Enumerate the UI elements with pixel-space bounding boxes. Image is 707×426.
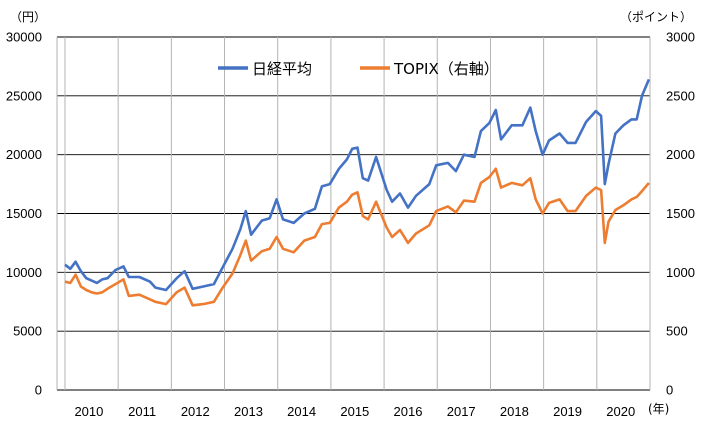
left-axis-tick-label: 10000 [6,265,42,280]
left-axis-tick-label: 20000 [6,147,42,162]
x-axis-tick-label: 2016 [394,404,423,419]
right-axis-tick-label: 1000 [666,265,695,280]
x-axis-tick-label: 2012 [181,404,210,419]
right-axis-unit: （ポイント） [620,10,692,24]
legend-label-topix: TOPIX（右軸） [393,60,499,78]
x-axis-tick-label: 2013 [234,404,263,419]
x-axis-unit: (年) [648,402,669,416]
left-axis-tick-label: 30000 [6,30,42,45]
series-layer [64,78,651,307]
right-axis-tick-label: 2500 [666,88,695,103]
x-axis-tick-label: 2011 [128,404,156,419]
nikkei-line [64,78,651,292]
topix-line [64,167,650,307]
legend-label-nikkei: 日経平均 [252,60,312,78]
right-axis-tick-label: 0 [666,383,673,398]
right-axis-tick-label: 1500 [666,206,695,221]
left-axis-tick-label: 5000 [13,324,42,339]
x-axis-tick-label: 2017 [447,404,476,419]
x-axis-tick-label: 2014 [287,404,316,419]
x-axis-tick-label: 2019 [553,404,582,419]
left-axis-tick-label: 25000 [6,88,42,103]
x-axis-tick-label: 2018 [500,404,529,419]
axis-layer: 0 5000 10000 15000 20000 25000 30000 0 500 1000 15… [6,30,695,420]
grid-layer [56,36,651,391]
legend: 日経平均 TOPIX（右軸） [218,60,499,78]
left-axis-tick-label: 15000 [6,206,42,221]
right-axis-tick-label: 2000 [666,147,695,162]
left-axis-tick-label: 0 [35,383,42,398]
x-axis-tick-label: 2010 [74,404,103,419]
left-axis-unit: （円） [10,10,46,24]
right-axis-tick-label: 3000 [666,30,695,45]
x-axis-tick-label: 2020 [606,404,635,419]
right-axis-tick-label: 500 [666,324,688,339]
x-axis-tick-label: 2015 [340,404,369,419]
